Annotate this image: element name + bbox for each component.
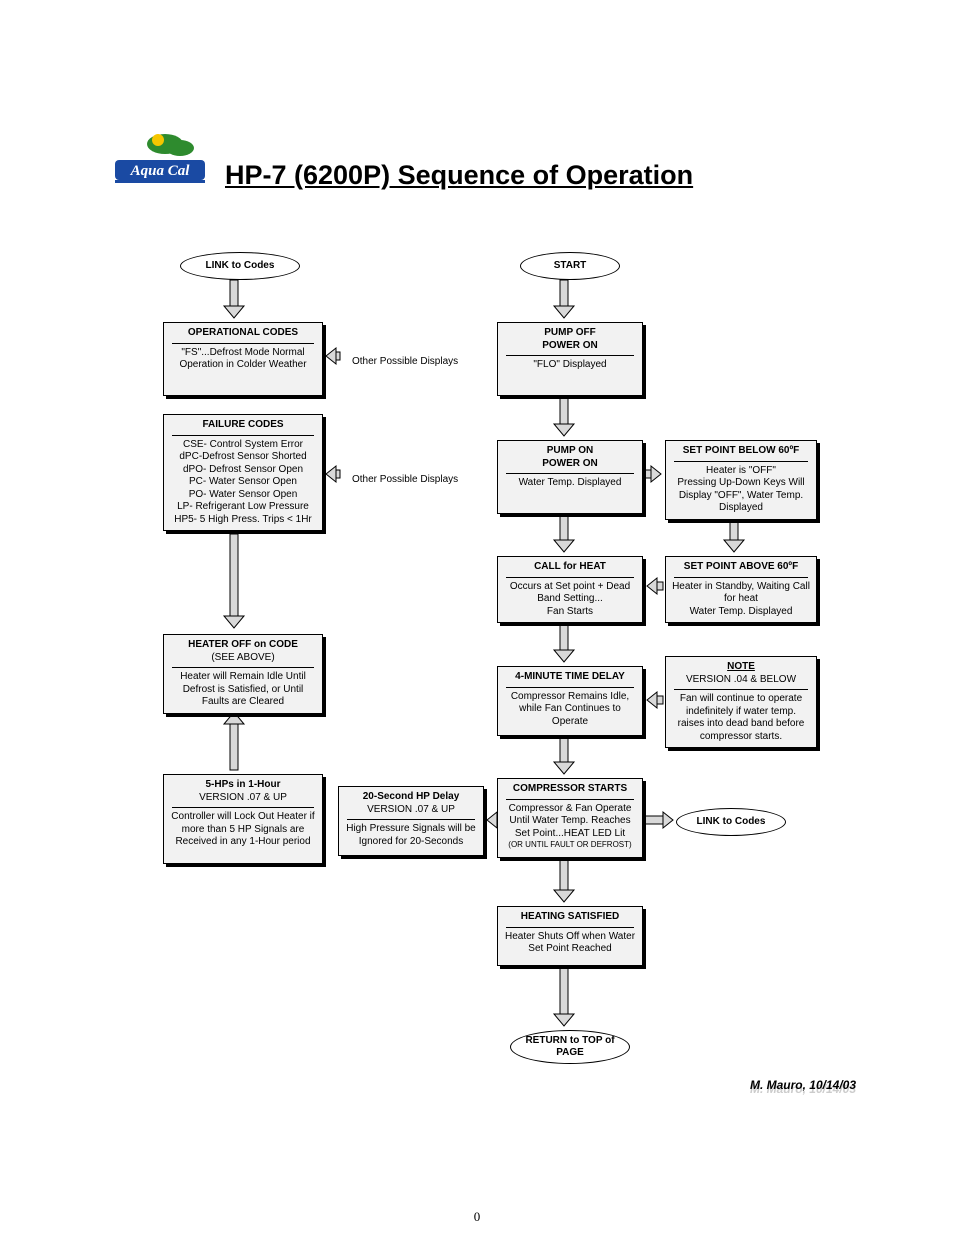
- arrow-right: [645, 810, 673, 830]
- box-footnote: (OR UNTIL FAULT OR DEFROST): [504, 840, 636, 850]
- arrow-left: [326, 346, 340, 366]
- box-body: Controller will Lock Out Heater if more …: [170, 811, 316, 849]
- box-title: CALL for HEAT: [504, 561, 636, 574]
- ov-link-codes-right[interactable]: LINK to Codes: [676, 808, 786, 836]
- bx-op-codes: OPERATIONAL CODES "FS"...Defrost Mode Nor…: [163, 322, 323, 396]
- arrow-down: [552, 280, 576, 318]
- box-body: Heater Shuts Off when Water Set Point Re…: [504, 931, 636, 956]
- bx-pump-off: PUMP OFFPOWER ON "FLO" Displayed: [497, 322, 643, 396]
- box-title: COMPRESSOR STARTS: [504, 783, 636, 796]
- bx-20sec: 20-Second HP DelayVERSION .07 & UP High P…: [338, 786, 484, 856]
- label-other_disp_2: Other Possible Displays: [352, 474, 458, 485]
- bx-comp-start: COMPRESSOR STARTS Compressor & Fan Operat…: [497, 778, 643, 858]
- page-title: HP-7 (6200P) Sequence of Operation: [225, 160, 693, 191]
- bx-heater-off: HEATER OFF on CODE(SEE ABOVE) Heater will…: [163, 634, 323, 714]
- arrow-down: [552, 738, 576, 774]
- box-title: SET POINT BELOW 60ºF: [672, 445, 810, 458]
- arrow-right: [645, 464, 661, 484]
- arrow-down: [722, 516, 746, 552]
- box-body: CSE- Control System ErrordPC-Defrost Sen…: [170, 439, 316, 527]
- ov-link-codes-left[interactable]: LINK to Codes: [180, 252, 300, 280]
- box-body: Fan will continue to operate indefinitel…: [672, 693, 810, 743]
- arrow-left: [647, 690, 663, 710]
- arrow-down: [552, 860, 576, 902]
- box-title: 5-HPs in 1-Hour: [170, 779, 316, 792]
- box-body: Water Temp. Displayed: [504, 477, 636, 490]
- box-body: "FLO" Displayed: [504, 359, 636, 372]
- box-body: Compressor Remains Idle, while Fan Conti…: [504, 691, 636, 729]
- ov-return[interactable]: RETURN to TOP of PAGE: [510, 1030, 630, 1064]
- box-subtitle: VERSION .07 & UP: [170, 792, 316, 805]
- arrow-down: [222, 280, 246, 318]
- box-body: High Pressure Signals will be Ignored fo…: [345, 823, 477, 848]
- bx-4min: 4-MINUTE TIME DELAY Compressor Remains Id…: [497, 666, 643, 736]
- arrow-up: [222, 712, 246, 770]
- box-body: Occurs at Set point + Dead Band Setting.…: [504, 581, 636, 619]
- bx-call-heat: CALL for HEAT Occurs at Set point + Dead …: [497, 556, 643, 623]
- bx-pump-on: PUMP ONPOWER ON Water Temp. Displayed: [497, 440, 643, 514]
- arrow-down: [552, 968, 576, 1026]
- box-title: NOTE: [672, 661, 810, 674]
- box-subtitle: VERSION .04 & BELOW: [672, 674, 810, 687]
- page-number: 0: [0, 1209, 954, 1225]
- box-title: HEATER OFF on CODE: [170, 639, 316, 652]
- arrow-left: [647, 576, 663, 596]
- box-title: PUMP OFFPOWER ON: [504, 327, 636, 352]
- box-title: FAILURE CODES: [170, 419, 316, 432]
- bx-note: NOTEVERSION .04 & BELOW Fan will continue…: [665, 656, 817, 748]
- bx-heat-sat: HEATING SATISFIED Heater Shuts Off when W…: [497, 906, 643, 966]
- bx-5hps: 5-HPs in 1-HourVERSION .07 & UP Controlle…: [163, 774, 323, 864]
- footer-author: M. Mauro, 10/14/03: [750, 1078, 856, 1092]
- ov-start[interactable]: START: [520, 252, 620, 280]
- arrow-down: [222, 534, 246, 628]
- arrow-left: [326, 464, 340, 484]
- box-body: "FS"...Defrost Mode Normal Operation in …: [170, 347, 316, 372]
- box-title: SET POINT ABOVE 60ºF: [672, 561, 810, 574]
- svg-text:Aqua Cal: Aqua Cal: [130, 163, 191, 179]
- bx-setpt-above: SET POINT ABOVE 60ºF Heater in Standby, W…: [665, 556, 817, 623]
- box-title: PUMP ONPOWER ON: [504, 445, 636, 470]
- box-body: Heater is "OFF"Pressing Up-Down Keys Wil…: [672, 465, 810, 515]
- company-logo: Aqua Cal: [110, 130, 210, 185]
- box-title: 20-Second HP Delay: [345, 791, 477, 804]
- arrow-down: [552, 622, 576, 662]
- arrow-left: [487, 810, 495, 830]
- box-subtitle: VERSION .07 & UP: [345, 804, 477, 817]
- box-title: OPERATIONAL CODES: [170, 327, 316, 340]
- box-body: Heater in Standby, Waiting Call for heat…: [672, 581, 810, 619]
- box-title: 4-MINUTE TIME DELAY: [504, 671, 636, 684]
- box-body: Compressor & Fan Operate Until Water Tem…: [504, 803, 636, 841]
- box-title: HEATING SATISFIED: [504, 911, 636, 924]
- box-subtitle: (SEE ABOVE): [170, 652, 316, 665]
- label-other_disp_1: Other Possible Displays: [352, 356, 458, 367]
- arrow-down: [552, 516, 576, 552]
- bx-setpt-below: SET POINT BELOW 60ºF Heater is "OFF"Press…: [665, 440, 817, 520]
- box-body: Heater will Remain Idle Until Defrost is…: [170, 671, 316, 709]
- bx-fail-codes: FAILURE CODES CSE- Control System ErrordP…: [163, 414, 323, 531]
- arrow-down: [552, 398, 576, 436]
